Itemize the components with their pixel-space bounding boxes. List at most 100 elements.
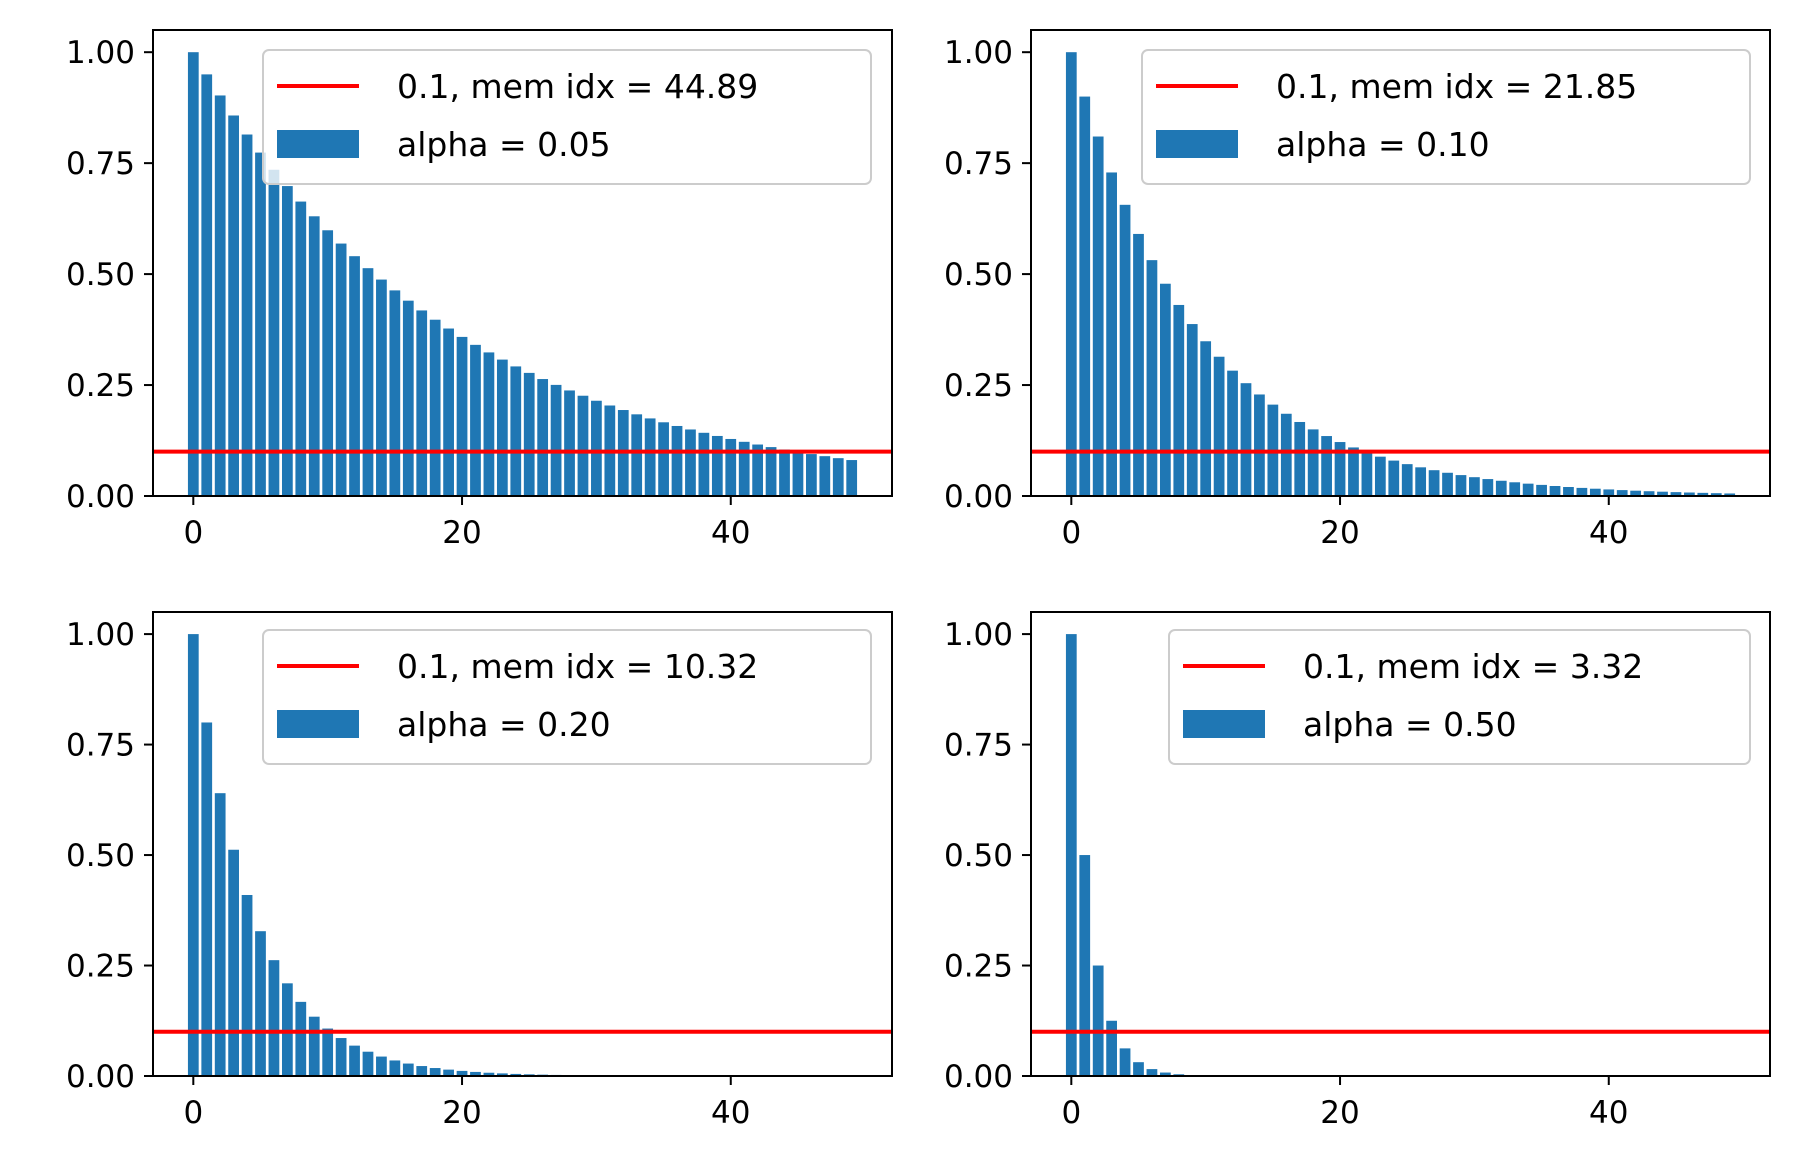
y-tick-label: 1.00 [66, 617, 135, 653]
bar [255, 152, 266, 496]
legend-bar-label: alpha = 0.05 [397, 125, 611, 164]
bar [456, 336, 468, 496]
bar [1657, 491, 1668, 496]
bar [1603, 489, 1615, 496]
bar [362, 268, 374, 496]
bar [402, 300, 414, 496]
bar [1334, 442, 1346, 496]
x-tick-label: 0 [1061, 515, 1081, 551]
bar [402, 1063, 414, 1076]
bar [1254, 394, 1265, 496]
bar [1092, 965, 1104, 1076]
x-tick-label: 40 [1589, 1095, 1628, 1131]
bar [389, 290, 401, 496]
bar [456, 1070, 468, 1076]
legend-box [1141, 49, 1751, 185]
bar [1119, 204, 1131, 496]
bar [591, 400, 602, 496]
chart-panel-bottom-left: 0 20 40 0.00 0.25 0.50 0.75 1.00 0.1, mem idx = … [66, 611, 893, 1131]
bar [187, 634, 199, 1076]
bar [1442, 472, 1453, 496]
bar [1710, 493, 1722, 496]
bar [1630, 490, 1642, 496]
bar [1307, 429, 1319, 496]
bar [685, 429, 696, 496]
bar [496, 1073, 508, 1076]
bar [335, 1038, 347, 1076]
bar [1213, 356, 1225, 496]
bar [1106, 172, 1117, 496]
bar [1280, 413, 1292, 496]
bar [1159, 1072, 1171, 1076]
y-tick-label: 0.75 [944, 728, 1013, 764]
bar [1549, 486, 1561, 496]
bar [241, 134, 253, 496]
bar [228, 115, 239, 497]
axes-frame [152, 29, 893, 497]
bar [644, 418, 656, 496]
bar [792, 451, 804, 496]
bar [806, 454, 817, 496]
bar [1482, 479, 1494, 496]
x-tick-label: 40 [711, 1095, 750, 1131]
legend-box [262, 629, 872, 765]
y-tick-label: 0.00 [66, 1059, 135, 1095]
legend-line-label: 0.1, mem idx = 3.32 [1303, 647, 1643, 686]
y-tick-label: 1.00 [944, 617, 1013, 653]
bar [711, 435, 723, 496]
bar [1495, 480, 1507, 496]
bar [819, 456, 831, 496]
bar [1589, 488, 1601, 496]
bar [1133, 1062, 1144, 1076]
bar [1200, 341, 1212, 496]
legend-box [1168, 629, 1751, 765]
bar [1240, 383, 1252, 496]
bar [1415, 467, 1427, 496]
bar [281, 186, 293, 496]
bar [752, 444, 764, 496]
bar [1227, 370, 1238, 496]
bar [510, 366, 522, 496]
legend-line-label: 0.1, mem idx = 10.32 [397, 647, 758, 686]
bar [1119, 1048, 1131, 1076]
bar [201, 74, 213, 496]
bar [1079, 96, 1091, 497]
bar [335, 243, 347, 496]
bar [483, 352, 495, 496]
bar [1388, 460, 1400, 496]
bar [658, 422, 669, 496]
y-tick-label: 0.50 [944, 257, 1013, 293]
bar [1146, 1069, 1158, 1076]
bar [308, 216, 320, 496]
bar [577, 395, 589, 496]
x-tick-label: 0 [183, 515, 203, 551]
bar [1065, 52, 1077, 496]
x-tick-label: 0 [1061, 1095, 1081, 1131]
bar [1428, 470, 1440, 496]
bar [1536, 484, 1547, 496]
bar [362, 1051, 374, 1076]
y-tick-label: 0.75 [66, 146, 135, 182]
bar [725, 438, 737, 496]
bar [1065, 634, 1077, 1076]
y-tick-label: 0.00 [66, 479, 135, 515]
bar [1509, 482, 1521, 496]
bar [214, 793, 226, 1076]
bar [416, 1066, 428, 1076]
bar [1348, 447, 1359, 496]
y-tick-label: 0.50 [944, 838, 1013, 874]
legend-bar-swatch [1183, 710, 1265, 738]
legend-bar-swatch [277, 130, 359, 158]
bar [241, 894, 253, 1076]
legend-box [262, 49, 872, 185]
bar [1724, 493, 1736, 496]
bar [1321, 436, 1332, 496]
x-tick-label: 20 [442, 515, 481, 551]
bar [1374, 456, 1386, 496]
legend: 0.1, mem idx = 21.85 alpha = 0.10 [1141, 49, 1751, 185]
legend: 0.1, mem idx = 10.32 alpha = 0.20 [262, 629, 872, 765]
bar [1643, 491, 1655, 496]
bar [832, 458, 844, 496]
x-tick-label: 0 [183, 1095, 203, 1131]
